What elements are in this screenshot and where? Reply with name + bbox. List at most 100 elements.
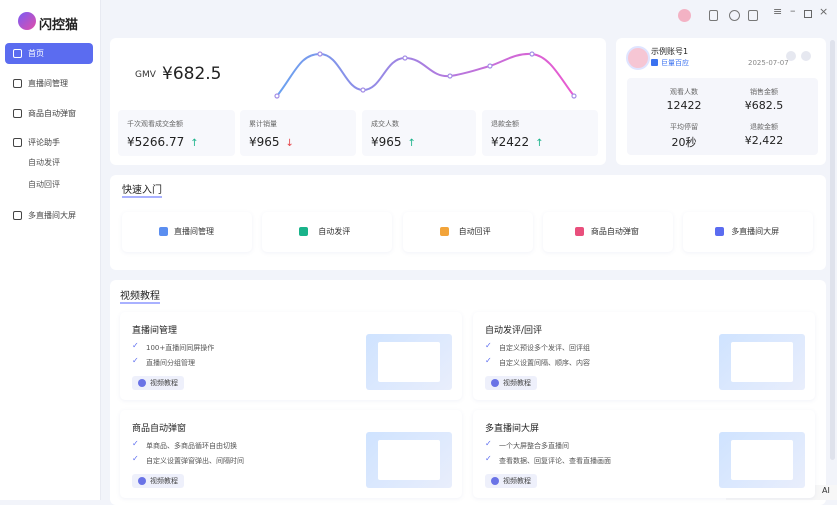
quick-start-icon bbox=[299, 227, 309, 236]
trend-arrow: ↑ bbox=[190, 138, 199, 149]
tutorial-point: 自定义设置弹窗弹出、间隔时间 bbox=[146, 457, 244, 465]
support-icon[interactable] bbox=[729, 10, 740, 21]
quick-start-icon bbox=[159, 227, 168, 236]
quick-start-button[interactable]: 自动发评 bbox=[262, 212, 393, 252]
nav-label: 首页 bbox=[28, 49, 44, 58]
trend-arrow: ↓ bbox=[285, 138, 294, 149]
tutorial-preview bbox=[366, 432, 452, 488]
stat-label: 成交人数 bbox=[371, 120, 399, 128]
tutorial-preview bbox=[366, 334, 452, 390]
stat-box: 成交人数 ¥965 ↑ bbox=[362, 110, 476, 156]
stat-number: ¥965 bbox=[249, 135, 280, 149]
tutorial-card: 直播间管理 ✓ 100+直播间同屏操作 ✓ 直播间分组管理视频教程 bbox=[120, 312, 462, 400]
nav-label: 商品自动弹窗 bbox=[28, 109, 76, 118]
check-icon: ✓ bbox=[485, 356, 492, 365]
tutorial-title: 自动发评/回评 bbox=[485, 326, 543, 336]
account-stat-value: 20秒 bbox=[671, 136, 697, 149]
account-stat-label: 退款金额 bbox=[750, 123, 778, 131]
nav-label: 多直播间大屏 bbox=[28, 211, 76, 220]
nav-icon bbox=[13, 79, 22, 88]
account-stat-label: 平均停留 bbox=[670, 123, 698, 131]
account-stat-value: ¥682.5 bbox=[744, 99, 784, 112]
logo-icon bbox=[18, 12, 36, 30]
restore-button[interactable] bbox=[804, 10, 812, 18]
account-stat-value: 12422 bbox=[666, 99, 702, 112]
tutorial-point: 单商品、多商品循环自由切换 bbox=[146, 442, 237, 450]
tutorial-card: 商品自动弹窗 ✓ 单商品、多商品循环自由切换 ✓ 自定义设置弹窗弹出、间隔时间视频教程 bbox=[120, 410, 462, 498]
stat-box: 千次观看成交金额 ¥5266.77 ↑ bbox=[118, 110, 235, 156]
trend-arrow: ↑ bbox=[407, 138, 416, 149]
tutorial-point: 查看数据、回复评论、查看直播画面 bbox=[499, 457, 611, 465]
tutorial-point: 自定义预设多个发评、回评组 bbox=[499, 344, 590, 352]
nav-icon bbox=[13, 211, 22, 220]
ai-button[interactable]: AI bbox=[822, 486, 830, 495]
stat-number: ¥2422 bbox=[491, 135, 530, 149]
tutorial-point: 100+直播间同屏操作 bbox=[146, 344, 215, 352]
quick-start-button[interactable]: 多直播间大屏 bbox=[683, 212, 814, 252]
nav-label: 直播间管理 bbox=[28, 79, 68, 88]
account-stat-label: 销售金额 bbox=[750, 88, 778, 96]
nav-icon bbox=[13, 49, 22, 58]
check-icon: ✓ bbox=[132, 356, 139, 365]
trend-arrow: ↑ bbox=[535, 138, 544, 149]
account-avatar bbox=[626, 46, 650, 70]
nav-item[interactable]: 直播间管理 bbox=[5, 73, 93, 94]
section-title: 视频教程 bbox=[120, 291, 160, 304]
nav-icon bbox=[13, 109, 22, 118]
quick-start-button[interactable]: 自动回评 bbox=[402, 212, 533, 252]
tutorial-preview bbox=[719, 334, 805, 390]
tutorial-title: 直播间管理 bbox=[132, 326, 178, 336]
account-date: 2025-07-07 bbox=[748, 59, 789, 67]
trend-points bbox=[274, 51, 577, 99]
close-button[interactable]: × bbox=[819, 5, 829, 18]
quick-start-label: 自动回评 bbox=[458, 227, 491, 236]
check-icon: ✓ bbox=[132, 341, 139, 350]
quick-start-icon bbox=[715, 227, 725, 236]
tutorial-card: 自动发评/回评 ✓ 自定义预设多个发评、回评组 ✓ 自定义设置间隔、顺序、内容 视频教程 bbox=[473, 312, 815, 400]
prev-button[interactable] bbox=[786, 51, 796, 61]
tutorial-button[interactable]: 视频教程 bbox=[132, 376, 184, 390]
stat-value: ¥965 ↓ bbox=[249, 135, 294, 149]
minimize-button[interactable]: – bbox=[790, 4, 796, 17]
account-name: 示例账号1 bbox=[651, 47, 689, 56]
stat-number: ¥965 bbox=[371, 135, 402, 149]
nav-icon bbox=[13, 138, 22, 147]
nav-subitem[interactable]: 自动发评 bbox=[28, 158, 60, 167]
logo-text: 闪控猫 bbox=[39, 18, 79, 33]
gmv-label: GMV bbox=[135, 70, 156, 80]
quick-start-button[interactable]: 商品自动弹窗 bbox=[542, 212, 673, 252]
section-title: 快速入门 bbox=[122, 185, 162, 198]
stat-label: 累计销量 bbox=[249, 120, 277, 128]
nav-item[interactable]: 评论助手 bbox=[5, 132, 93, 153]
nav-item[interactable]: 首页 bbox=[5, 43, 93, 64]
scrollbar[interactable] bbox=[830, 40, 835, 460]
tutorial-title: 商品自动弹窗 bbox=[132, 424, 187, 434]
tutorial-button[interactable]: 视频教程 bbox=[485, 474, 537, 488]
check-icon: ✓ bbox=[485, 454, 492, 463]
nav-item[interactable]: 商品自动弹窗 bbox=[5, 103, 93, 124]
tutorial-button[interactable]: 视频教程 bbox=[132, 474, 184, 488]
stat-box: 退款金额 ¥2422 ↑ bbox=[482, 110, 598, 156]
check-icon: ✓ bbox=[132, 439, 139, 448]
check-icon: ✓ bbox=[132, 454, 139, 463]
tutorial-title: 多直播间大屏 bbox=[485, 424, 540, 434]
stat-number: ¥5266.77 bbox=[127, 135, 185, 149]
stat-value: ¥5266.77 ↑ bbox=[127, 135, 199, 149]
next-button[interactable] bbox=[801, 51, 811, 61]
nav-label: 评论助手 bbox=[28, 138, 60, 147]
gmv-value: ¥682.5 bbox=[162, 64, 222, 84]
menu-button[interactable]: ≡ bbox=[773, 5, 783, 18]
tutorial-card: 多直播间大屏 ✓ 一个大屏整合多直播间 ✓ 查看数据、回复评论、查看直播画面 视频教程 bbox=[473, 410, 815, 498]
quick-start-button[interactable]: 直播间管理 bbox=[122, 212, 252, 252]
edit-icon[interactable] bbox=[748, 10, 758, 21]
clipboard-icon[interactable] bbox=[709, 10, 718, 21]
nav-item[interactable]: 多直播间大屏 bbox=[5, 205, 93, 226]
quick-start-label: 商品自动弹窗 bbox=[590, 227, 639, 236]
avatar-icon[interactable] bbox=[678, 9, 691, 22]
tutorial-button[interactable]: 视频教程 bbox=[485, 376, 537, 390]
quick-start-label: 直播间管理 bbox=[174, 227, 214, 236]
stat-label: 退款金额 bbox=[491, 120, 519, 128]
tutorial-point: 直播间分组管理 bbox=[146, 359, 195, 367]
nav-subitem[interactable]: 自动回评 bbox=[28, 180, 60, 189]
